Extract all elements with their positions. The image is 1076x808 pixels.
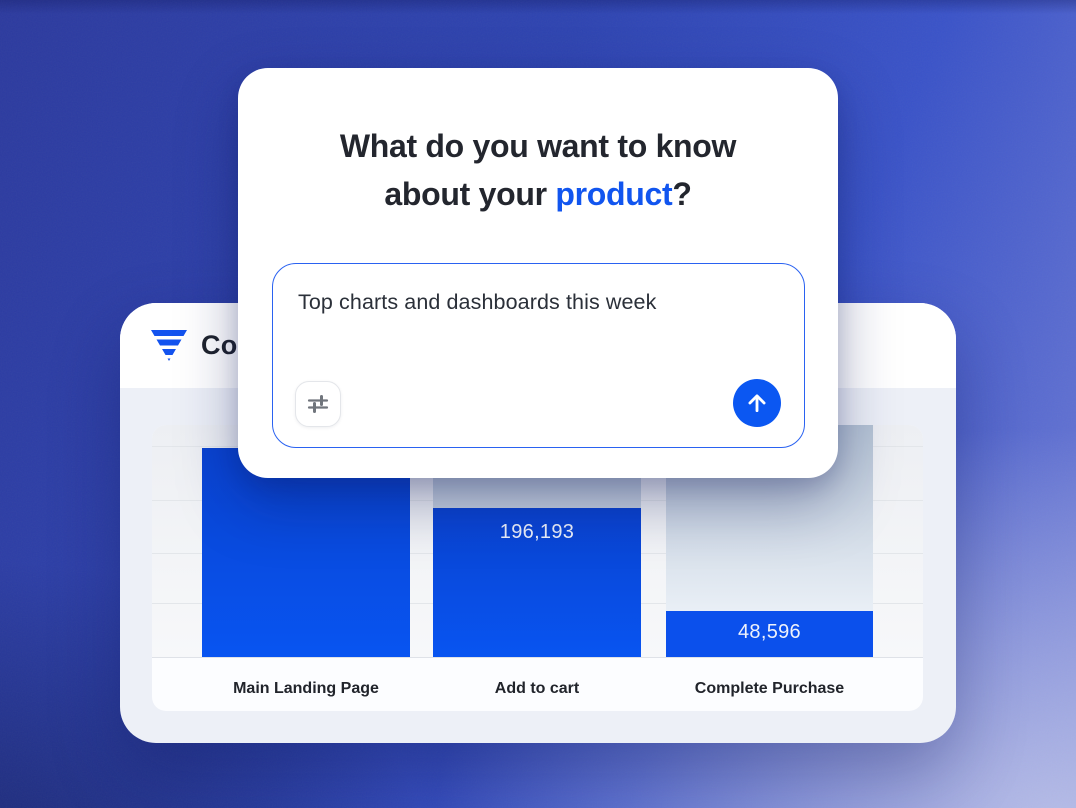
bar-value-label: 196,193 (499, 521, 575, 543)
prompt-input[interactable]: Top charts and dashboards this week (272, 263, 805, 448)
funnel-bar-complete-purchase: 48,596 (666, 611, 873, 657)
category-label: Main Landing Page (233, 680, 379, 697)
heading-highlight-word: product (555, 176, 673, 212)
chart-baseline (152, 657, 923, 658)
sliders-horizontal-icon (307, 395, 329, 413)
heading-line1: What do you want to know (339, 128, 737, 164)
filters-button[interactable] (295, 381, 341, 427)
ask-question-modal: What do you want to know about your prod… (238, 68, 838, 478)
bar-value-label: 48,596 (738, 621, 801, 643)
category-label: Complete Purchase (694, 680, 845, 697)
brand-name-truncated: Co (201, 330, 238, 360)
arrow-up-icon (748, 394, 766, 413)
funnel-bar-main-landing-page (202, 448, 410, 657)
category-label: Add to cart (494, 680, 580, 697)
heading-line2-prefix: about your (384, 176, 556, 212)
submit-button[interactable] (733, 379, 781, 427)
heading-question-mark: ? (672, 176, 692, 212)
funnel-logo-icon[interactable] (151, 330, 187, 361)
prompt-input-value: Top charts and dashboards this week (298, 290, 657, 314)
modal-heading: What do you want to know about your prod… (238, 68, 838, 218)
funnel-bar-add-to-cart: 196,193 (433, 508, 641, 657)
